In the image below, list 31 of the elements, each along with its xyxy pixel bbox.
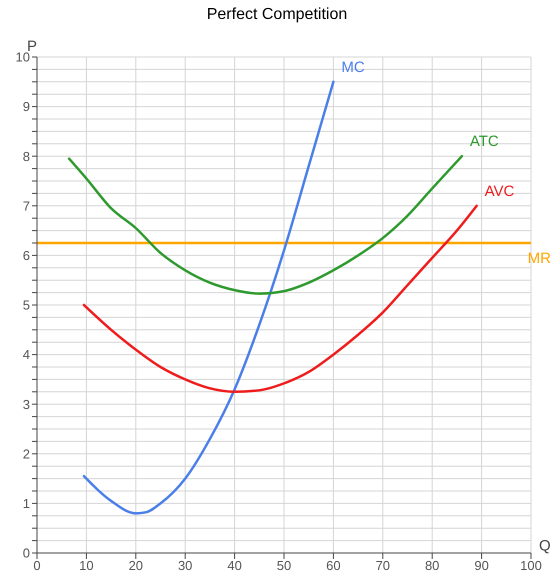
x-tick-label: 60 <box>326 558 341 574</box>
x-tick-label: 80 <box>424 558 440 574</box>
y-tick-label: 6 <box>22 248 30 264</box>
y-tick-label: 0 <box>22 546 30 561</box>
series-label: MC <box>341 58 365 76</box>
series-label: ATC <box>470 133 499 150</box>
chart-title: Perfect Competition <box>206 6 348 24</box>
y-tick-label: 7 <box>22 198 30 214</box>
ref-line-label: MR <box>528 250 552 267</box>
y-tick-label: 4 <box>22 347 30 362</box>
x-tick-label: 70 <box>376 558 390 574</box>
line-series <box>68 154 464 295</box>
x-axis-title: Q <box>539 537 551 554</box>
y-tick-label: 3 <box>22 396 30 412</box>
y-tick-label: 9 <box>22 99 30 114</box>
y-tick-label: 5 <box>22 298 30 313</box>
x-tick-label: 50 <box>276 558 292 574</box>
y-tick-label: 1 <box>22 496 30 512</box>
line-series <box>82 204 478 394</box>
x-tick-label: 30 <box>178 558 192 574</box>
series-label: AVC <box>484 182 515 200</box>
x-tick-label: 100 <box>520 558 542 574</box>
x-tick-label: 10 <box>79 558 94 574</box>
x-tick-label: 0 <box>33 558 41 574</box>
x-tick-label: 40 <box>227 558 242 574</box>
y-tick-label: 10 <box>16 50 30 65</box>
line-series <box>82 80 335 515</box>
y-tick-label: 2 <box>22 446 30 462</box>
y-tick-label: 8 <box>22 148 30 164</box>
x-tick-label: 20 <box>128 558 144 574</box>
x-tick-label: 90 <box>474 558 489 574</box>
